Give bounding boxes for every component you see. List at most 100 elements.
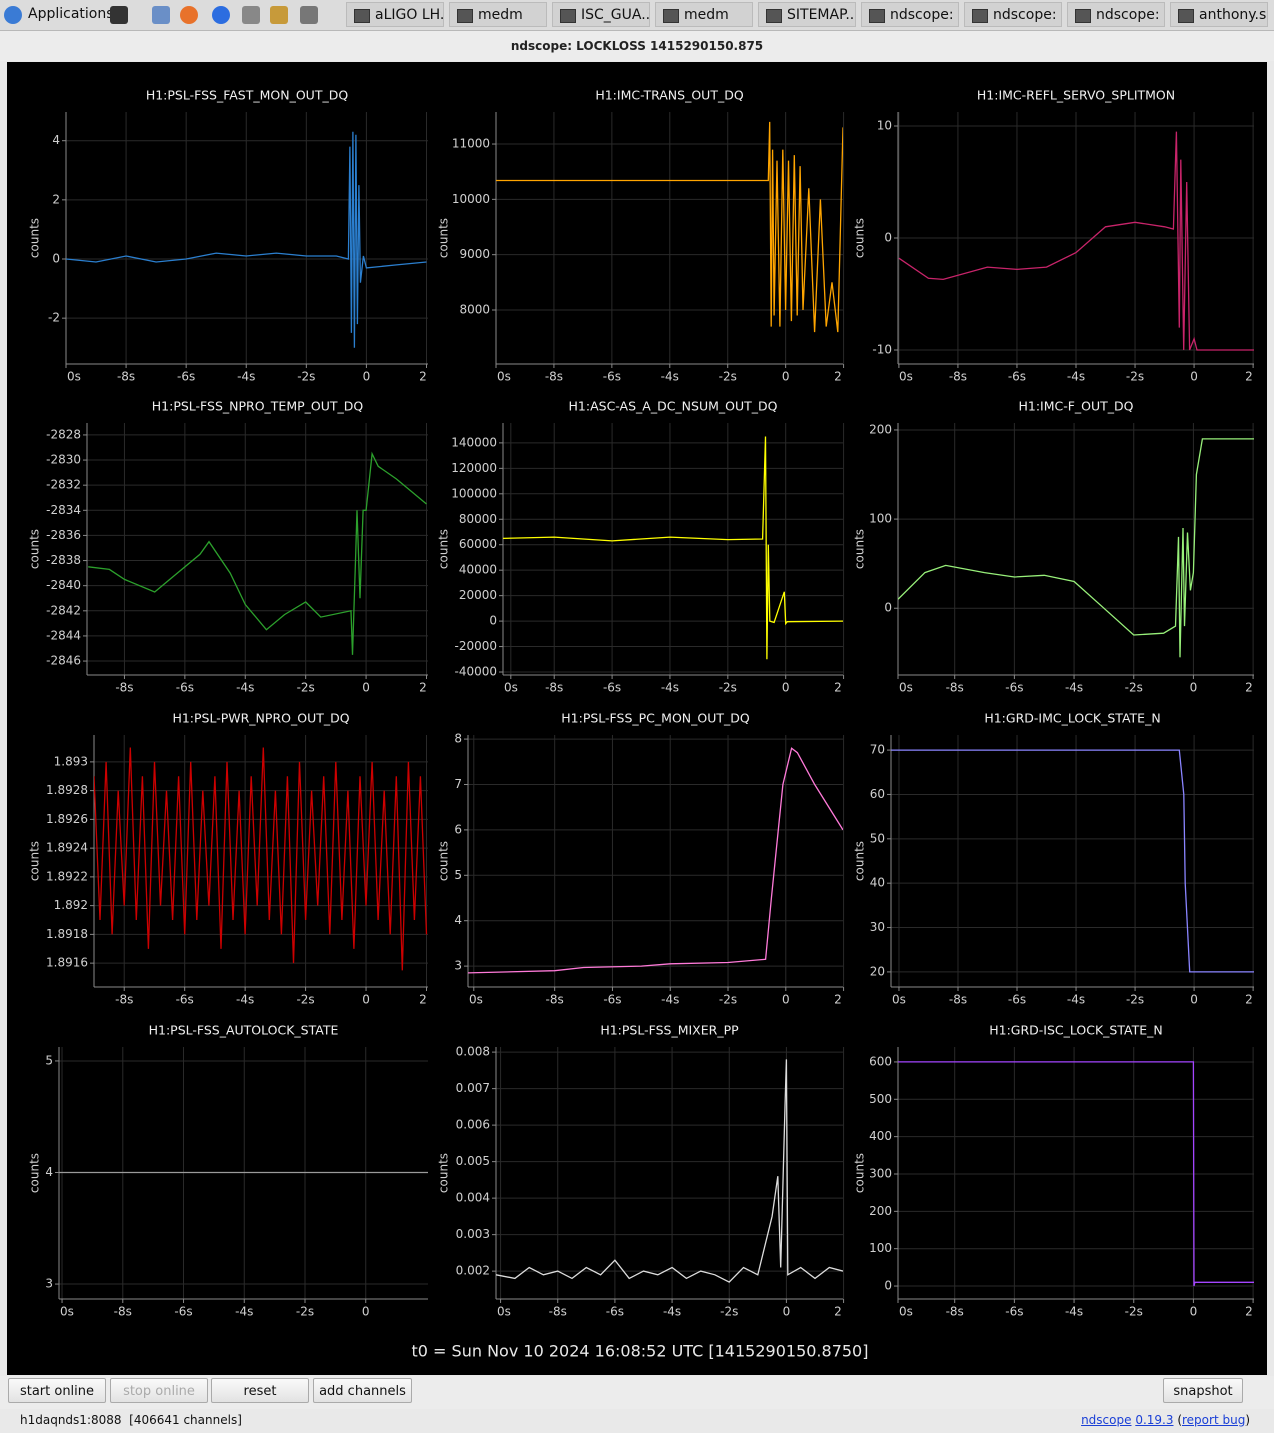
- y-tick-label: -2830: [46, 453, 81, 467]
- y-axis-label: counts: [853, 529, 867, 569]
- y-tick-label: 100: [869, 1241, 892, 1255]
- tab-label: medm: [684, 7, 729, 23]
- plot-title: H1:PSL-PWR_NPRO_OUT_DQ: [172, 711, 349, 726]
- y-tick-label: 0: [884, 601, 892, 615]
- x-tick-label: 2: [834, 993, 842, 1007]
- x-tick-label: -4s: [661, 370, 679, 384]
- x-tick-label: 0: [782, 993, 790, 1007]
- tab-label: aLIGO LH...: [375, 7, 444, 23]
- x-tick-label: -8s: [114, 1305, 132, 1319]
- y-tick-label: 10: [877, 119, 892, 133]
- tab-label: SITEMAP....: [787, 7, 856, 23]
- window-tab[interactable]: medm: [449, 2, 547, 27]
- trace: [496, 121, 843, 333]
- window-tab[interactable]: SITEMAP....: [758, 2, 856, 27]
- browser-icon[interactable]: [212, 6, 230, 24]
- x-tick-label: 0s: [497, 1305, 511, 1319]
- plot-title: H1:PSL-FSS_AUTOLOCK_STATE: [149, 1023, 339, 1038]
- x-tick-label: -4s: [236, 993, 254, 1007]
- x-tick-label: -6s: [603, 370, 621, 384]
- snapshot-button[interactable]: snapshot: [1163, 1378, 1243, 1403]
- y-tick-label: 10000: [452, 192, 490, 206]
- y-tick-label: 3: [45, 1277, 53, 1291]
- users-icon[interactable]: [270, 6, 288, 24]
- version-link[interactable]: 0.19.3: [1135, 1413, 1174, 1427]
- x-tick-label: -8s: [545, 681, 563, 695]
- y-axis-label: counts: [437, 218, 451, 258]
- applications-menu[interactable]: Applications: [28, 6, 114, 22]
- y-tick-label: 11000: [452, 137, 490, 151]
- app-menu-icon[interactable]: [4, 6, 22, 24]
- status-bar: h1daqnds1:8088 [406641 channels] ndscope…: [0, 1409, 1274, 1433]
- y-tick-label: 400: [869, 1129, 892, 1143]
- y-tick-label: 3: [454, 959, 462, 973]
- reset-button[interactable]: reset: [211, 1378, 309, 1403]
- paren: ): [1245, 1413, 1250, 1427]
- files-icon[interactable]: [152, 6, 170, 24]
- x-tick-label: -2s: [719, 370, 737, 384]
- taskbar: Applications aLIGO LH... medm ISC_GUA... me…: [0, 0, 1274, 31]
- plot-title: H1:IMC-F_OUT_DQ: [1018, 399, 1133, 414]
- x-tick-label: 2: [1245, 1305, 1253, 1319]
- start-online-button[interactable]: start online: [8, 1378, 106, 1403]
- y-tick-label: 100000: [451, 486, 497, 500]
- trace: [66, 131, 427, 348]
- window-tab[interactable]: ndscope: ...: [861, 2, 959, 27]
- x-tick-label: 2: [1245, 681, 1253, 695]
- paren: (: [1177, 1413, 1182, 1427]
- x-tick-label: -8s: [946, 681, 964, 695]
- x-tick-label: 0: [783, 1305, 791, 1319]
- y-tick-label: 60: [870, 787, 885, 801]
- y-tick-label: 1.8918: [46, 927, 88, 941]
- x-tick-label: 0: [1190, 1305, 1198, 1319]
- x-tick-label: 0: [1190, 993, 1198, 1007]
- x-tick-label: -2s: [719, 993, 737, 1007]
- trace: [496, 1059, 843, 1283]
- x-tick-label: -2s: [296, 993, 314, 1007]
- y-tick-label: 140000: [451, 435, 497, 449]
- terminal-icon[interactable]: [110, 6, 128, 24]
- y-tick-label: 1.893: [54, 754, 88, 768]
- x-tick-label: -4s: [663, 1305, 681, 1319]
- y-tick-label: -2834: [46, 503, 81, 517]
- x-tick-label: -6s: [176, 993, 194, 1007]
- x-tick-label: 0s: [899, 1305, 913, 1319]
- plot-title: H1:PSL-FSS_MIXER_PP: [600, 1023, 739, 1038]
- window-tab[interactable]: medm: [655, 2, 753, 27]
- y-tick-label: 1.8924: [46, 841, 88, 855]
- app-link[interactable]: ndscope: [1081, 1413, 1132, 1427]
- y-tick-label: 0.008: [456, 1045, 490, 1059]
- x-tick-label: 0: [363, 370, 371, 384]
- y-tick-label: 200: [869, 422, 892, 436]
- y-tick-label: 7: [454, 777, 462, 791]
- window-tab[interactable]: ndscope: ...: [964, 2, 1062, 27]
- editor-icon[interactable]: [300, 6, 318, 24]
- firefox-icon[interactable]: [180, 6, 198, 24]
- x-tick-label: 0s: [497, 370, 511, 384]
- x-tick-label: 2: [834, 681, 842, 695]
- window-tab[interactable]: ndscope: ...: [1067, 2, 1165, 27]
- y-tick-label: -2844: [46, 628, 81, 642]
- tab-icon: [1075, 9, 1091, 23]
- share-icon[interactable]: [242, 6, 260, 24]
- add-channels-button[interactable]: add channels: [313, 1378, 412, 1403]
- report-bug-link[interactable]: report bug: [1182, 1413, 1246, 1427]
- tab-icon: [560, 9, 576, 23]
- x-tick-label: 0: [362, 993, 370, 1007]
- x-tick-label: -4s: [1065, 681, 1083, 695]
- trace: [503, 436, 843, 660]
- y-tick-label: 1.8916: [46, 956, 88, 970]
- window-tab[interactable]: anthony.s...: [1170, 2, 1268, 27]
- y-tick-label: -2: [48, 311, 60, 325]
- x-tick-label: 0s: [67, 370, 81, 384]
- window-tab[interactable]: ISC_GUA...: [552, 2, 650, 27]
- x-tick-label: -6s: [1005, 681, 1023, 695]
- x-tick-label: -2s: [1125, 1305, 1143, 1319]
- x-tick-label: 0s: [60, 1305, 74, 1319]
- window-tab[interactable]: aLIGO LH...: [346, 2, 444, 27]
- server-info: h1daqnds1:8088 [406641 channels]: [20, 1413, 242, 1427]
- y-tick-label: 0.004: [456, 1191, 490, 1205]
- trace: [898, 131, 1254, 351]
- y-axis-label: counts: [437, 1153, 451, 1193]
